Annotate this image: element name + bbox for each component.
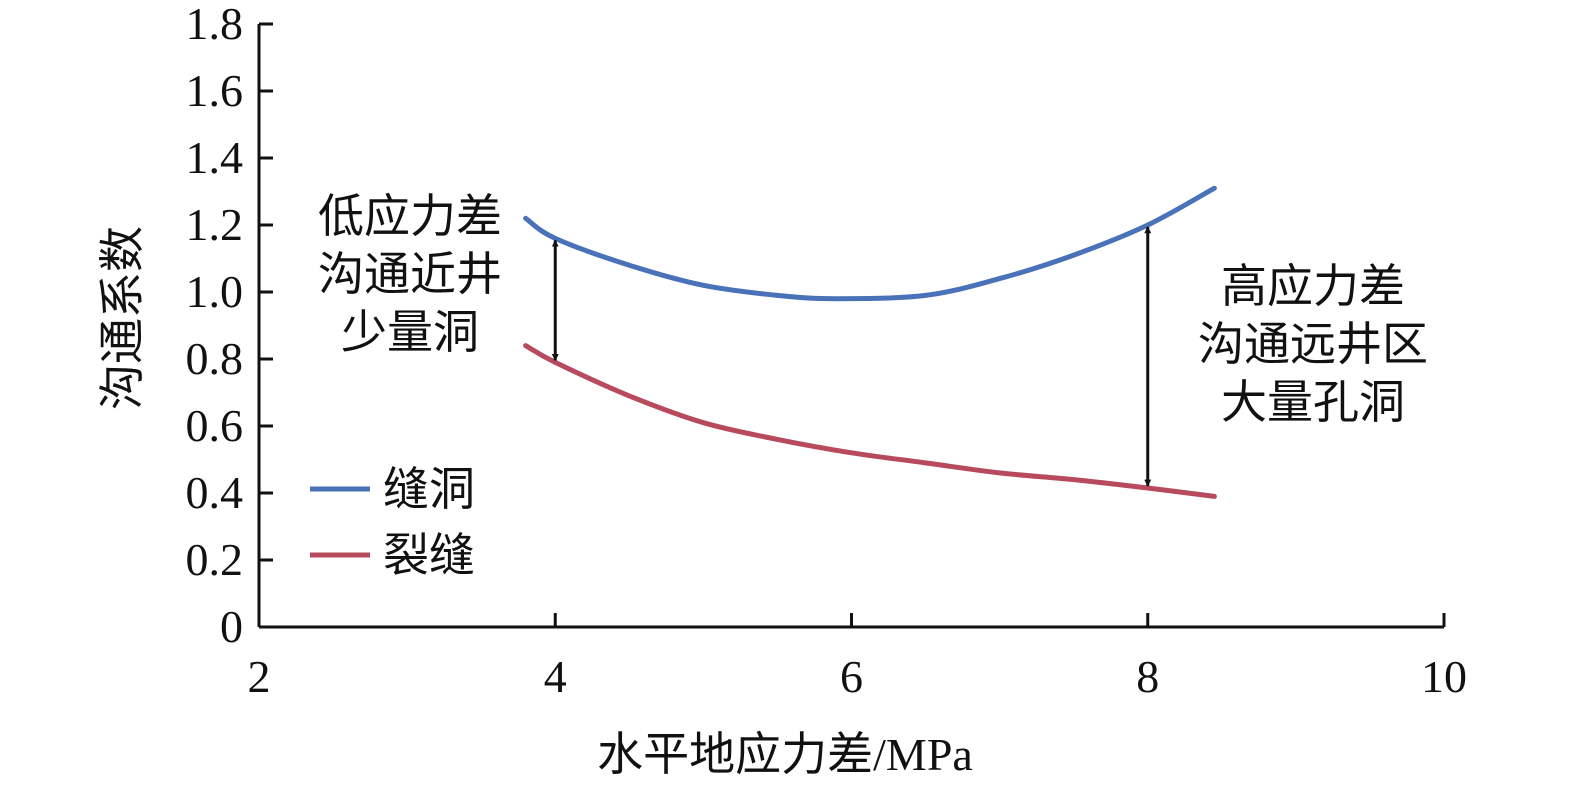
- y-tick-label-2: 0.4: [186, 467, 244, 518]
- annotation-text-0-0: 低应力差: [318, 191, 502, 242]
- x-tick-label-0: 2: [248, 651, 271, 702]
- series-line-1: [523, 343, 1217, 499]
- y-tick-label-8: 1.6: [186, 65, 244, 116]
- x-tick-label-4: 10: [1421, 651, 1467, 702]
- y-tick-label-5: 1.0: [186, 266, 244, 317]
- y-axis-title: 沟通系数: [97, 226, 148, 410]
- annotation-text-0-1: 沟通近井: [318, 249, 502, 300]
- series-line-0: [523, 185, 1217, 302]
- annotation-text-1-2: 大量孔洞: [1221, 377, 1405, 428]
- annotation-text-1-1: 沟通远井区: [1198, 319, 1428, 370]
- y-tick-label-6: 1.2: [186, 199, 244, 250]
- legend-label-1: 裂缝: [383, 530, 475, 581]
- y-tick-label-4: 0.8: [186, 333, 244, 384]
- y-tick-label-7: 1.4: [186, 132, 244, 183]
- x-axis-title: 水平地应力差/MPa: [597, 729, 973, 780]
- x-tick-label-3: 8: [1136, 651, 1159, 702]
- annotation-text-0-2: 少量洞: [341, 307, 479, 358]
- y-tick-label-9: 1.8: [186, 0, 244, 49]
- annotation-text-1-0: 高应力差: [1221, 261, 1405, 312]
- axes: 0 0.2 0.4 0.6 0.8 1.0 1.2 1.4 1.6 1.8 2 4 6 8 10: [186, 0, 1468, 702]
- x-tick-label-1: 4: [544, 651, 567, 702]
- y-tick-label-3: 0.6: [186, 400, 244, 451]
- y-tick-label-0: 0: [220, 601, 243, 652]
- y-tick-label-1: 0.2: [186, 534, 244, 585]
- series-layer: [523, 185, 1217, 499]
- x-tick-label-2: 6: [840, 651, 863, 702]
- legend-label-0: 缝洞: [383, 464, 475, 515]
